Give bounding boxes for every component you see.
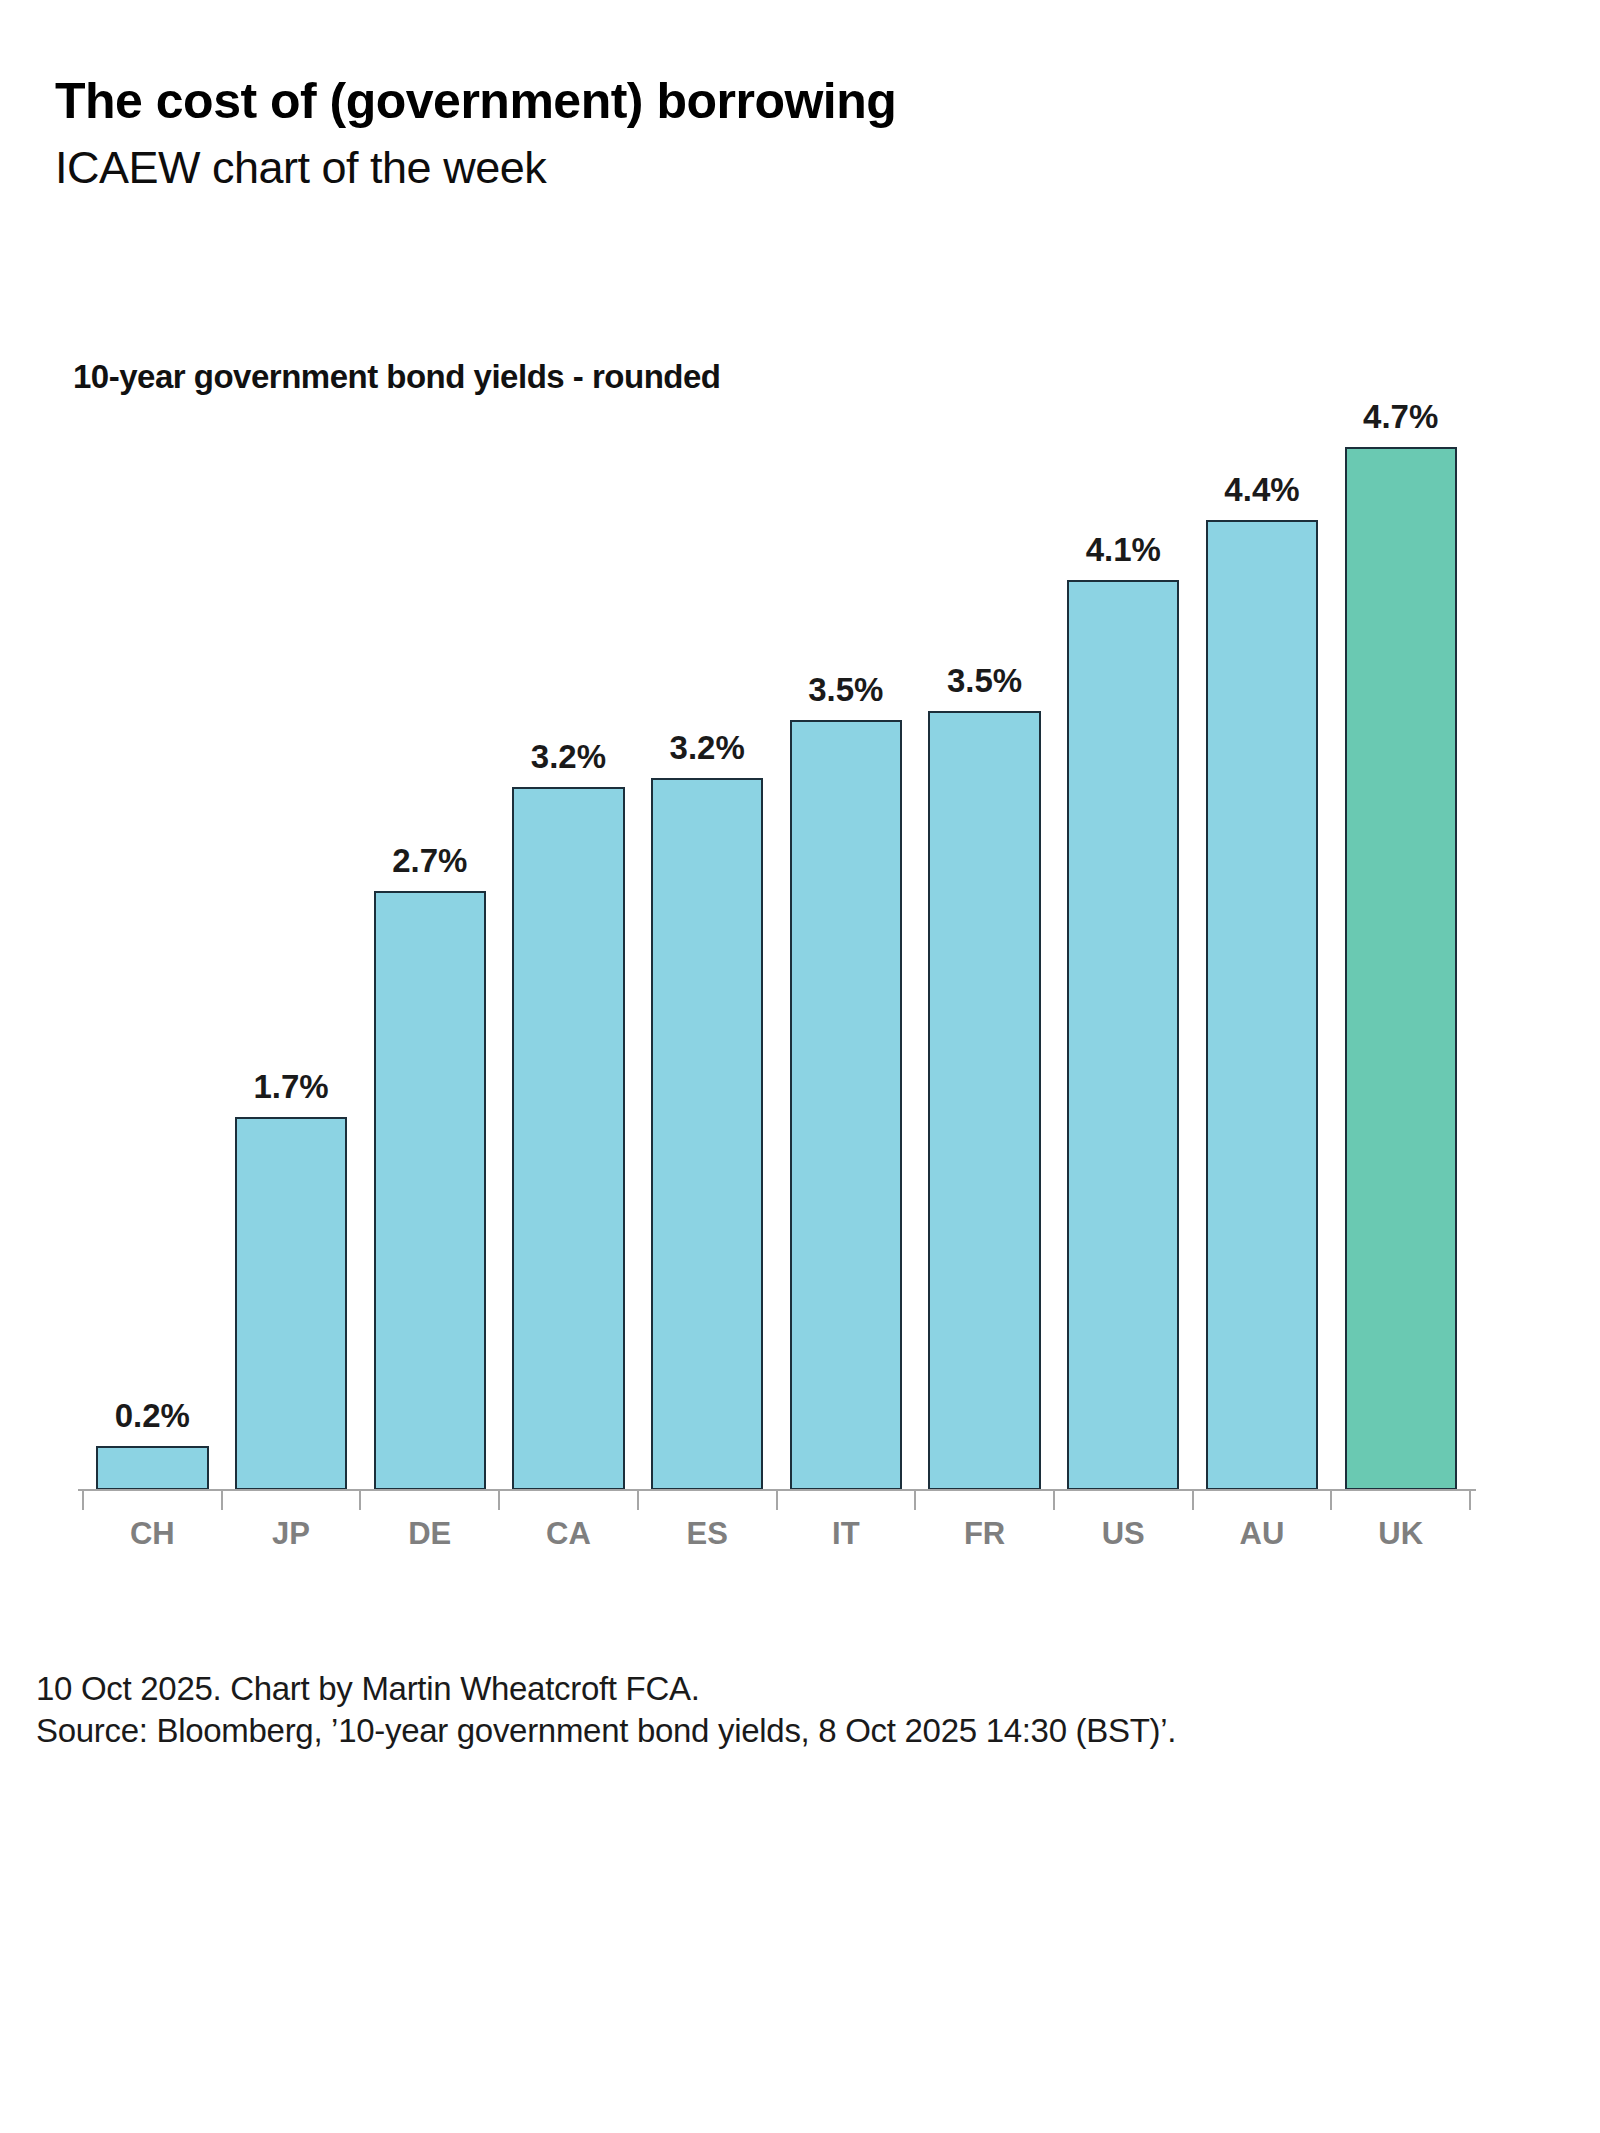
bar-group-FR: 3.5%: [915, 447, 1054, 1490]
bar-group-DE: 2.7%: [360, 447, 499, 1490]
bar-FR: [928, 711, 1040, 1490]
bar-value-label-US: 4.1%: [1054, 533, 1193, 566]
x-axis-label-US: US: [1054, 1516, 1193, 1552]
page-title: The cost of (government) borrowing: [55, 74, 896, 129]
bar-value-label-DE: 2.7%: [360, 844, 499, 877]
bar-value-label-IT: 3.5%: [777, 673, 916, 706]
bar-CA: [512, 787, 624, 1490]
x-axis-tick: [82, 1489, 84, 1510]
x-axis-tick: [637, 1489, 639, 1510]
bar-value-label-AU: 4.4%: [1193, 473, 1332, 506]
x-axis-label-FR: FR: [915, 1516, 1054, 1552]
bar-group-CA: 3.2%: [499, 447, 638, 1490]
bar-value-label-ES: 3.2%: [638, 731, 777, 764]
x-axis-tick: [1469, 1489, 1471, 1510]
footer-credit: 10 Oct 2025. Chart by Martin Wheatcroft …: [36, 1668, 1176, 1710]
footer-source: Source: Bloomberg, ’10-year government b…: [36, 1710, 1176, 1752]
x-axis-tick: [1192, 1489, 1194, 1510]
x-axis-tick: [1330, 1489, 1332, 1510]
bar-JP: [235, 1117, 347, 1490]
bar-group-US: 4.1%: [1054, 447, 1193, 1490]
bar-CH: [96, 1446, 208, 1490]
x-axis-tick: [776, 1489, 778, 1510]
x-axis-labels: CHJPDECAESITFRUSAUUK: [83, 1516, 1470, 1552]
bar-group-UK: 4.7%: [1331, 447, 1470, 1490]
bar-group-AU: 4.4%: [1193, 447, 1332, 1490]
x-axis-label-CH: CH: [83, 1516, 222, 1552]
bar-group-JP: 1.7%: [222, 447, 361, 1490]
x-axis-label-UK: UK: [1331, 1516, 1470, 1552]
plot-area: 0.2%1.7%2.7%3.2%3.2%3.5%3.5%4.1%4.4%4.7%: [83, 447, 1470, 1490]
bar-DE: [374, 891, 486, 1490]
bar-UK: [1345, 447, 1457, 1490]
x-axis-tick: [914, 1489, 916, 1510]
x-axis-label-DE: DE: [360, 1516, 499, 1552]
x-axis-label-AU: AU: [1193, 1516, 1332, 1552]
x-axis-tick: [359, 1489, 361, 1510]
bar-AU: [1206, 520, 1318, 1490]
bar-value-label-JP: 1.7%: [222, 1070, 361, 1103]
x-axis-label-ES: ES: [638, 1516, 777, 1552]
bar-group-ES: 3.2%: [638, 447, 777, 1490]
bar-value-label-CA: 3.2%: [499, 740, 638, 773]
x-axis-tick: [498, 1489, 500, 1510]
x-axis-tick: [221, 1489, 223, 1510]
bar-group-CH: 0.2%: [83, 447, 222, 1490]
x-axis-label-IT: IT: [777, 1516, 916, 1552]
bar-ES: [651, 778, 763, 1490]
x-axis-tick: [1053, 1489, 1055, 1510]
footer: 10 Oct 2025. Chart by Martin Wheatcroft …: [36, 1668, 1176, 1752]
bar-US: [1067, 580, 1179, 1490]
bar-value-label-FR: 3.5%: [915, 664, 1054, 697]
page-subtitle: ICAEW chart of the week: [55, 143, 546, 193]
bar-group-IT: 3.5%: [777, 447, 916, 1490]
page: The cost of (government) borrowing ICAEW…: [0, 0, 1600, 2133]
bar-IT: [790, 720, 902, 1490]
chart-title: 10-year government bond yields - rounded: [73, 358, 720, 396]
bar-value-label-UK: 4.7%: [1331, 400, 1470, 433]
x-axis-label-JP: JP: [222, 1516, 361, 1552]
x-axis-label-CA: CA: [499, 1516, 638, 1552]
bar-value-label-CH: 0.2%: [83, 1399, 222, 1432]
